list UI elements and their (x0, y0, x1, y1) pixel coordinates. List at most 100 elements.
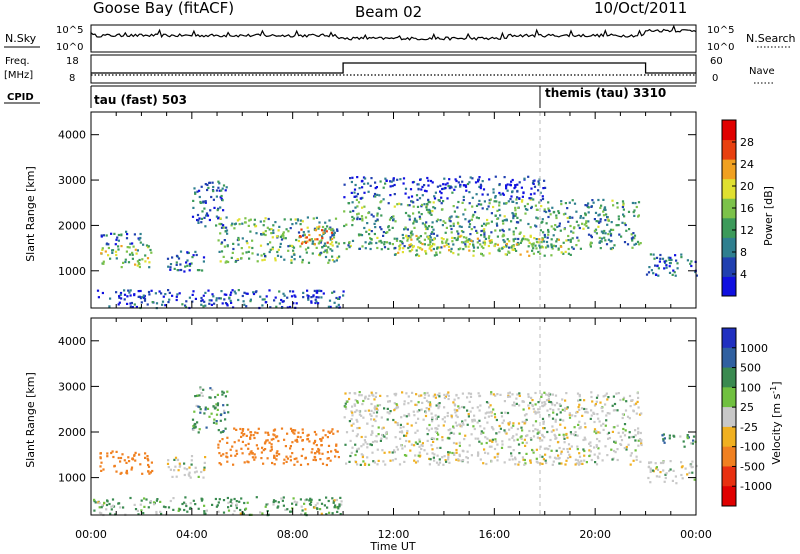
power-echo-cell (176, 293, 179, 296)
velocity-echo-cell (668, 469, 671, 473)
velocity-echo-cell (246, 501, 249, 504)
power-echo-cell (634, 202, 637, 205)
power-echo-cell (175, 295, 178, 298)
power-echo-cell (356, 216, 359, 219)
velocity-echo-cell (169, 468, 172, 471)
velocity-echo-cell (583, 454, 586, 457)
velocity-echo-cell (296, 501, 299, 504)
velocity-echo-cell (632, 459, 635, 462)
power-echo-cell (398, 202, 401, 205)
power-echo-cell (171, 294, 174, 297)
velocity-echo-cell (640, 441, 643, 444)
velocity-echo-cell (338, 503, 341, 506)
velocity-echo-cell (385, 437, 388, 440)
power-echo-cell (343, 242, 346, 245)
power-echo-cell (458, 175, 462, 178)
power-echo-cell (162, 295, 165, 298)
power-echo-cell (439, 251, 442, 254)
power-echo-cell (361, 196, 364, 199)
velocity-echo-cell (393, 451, 396, 454)
velocity-echo-cell (575, 411, 578, 414)
power-echo-cell (220, 226, 224, 229)
velocity-echo-cell (354, 461, 358, 464)
velocity-echo-cell (485, 462, 488, 466)
power-echo-cell (105, 242, 109, 245)
velocity-echo-cell (577, 463, 581, 466)
velocity-echo-cell (356, 420, 359, 423)
velocity-echo-cell (529, 437, 532, 440)
velocity-echo-cell (460, 425, 463, 428)
velocity-echo-cell (395, 406, 398, 409)
power-echo-cell (535, 240, 539, 244)
power-echo-cell (321, 229, 324, 232)
velocity-echo-cell (601, 459, 604, 462)
power-echo-cell (449, 220, 452, 223)
power-echo-cell (131, 257, 134, 260)
power-echo-cell (198, 189, 201, 192)
power-echo-cell (141, 258, 144, 261)
power-echo-cell (318, 225, 321, 228)
power-echo-cell (514, 185, 517, 188)
velocity-echo-cell (197, 507, 200, 510)
power-echo-cell (532, 182, 535, 185)
velocity-echo-cell (167, 459, 170, 462)
power-echo-cell (423, 203, 426, 206)
power-echo-cell (248, 219, 251, 222)
power-echo-cell (602, 198, 605, 201)
velocity-echo-cell (256, 447, 260, 450)
power-echo-cell (523, 177, 526, 180)
power-echo-cell (175, 254, 179, 257)
velocity-echo-cell (560, 452, 563, 455)
power-echo-cell (527, 175, 530, 178)
power-echo-cell (434, 191, 437, 194)
power-echo-cell (223, 245, 226, 248)
power-echo-cell (117, 245, 120, 248)
power-echo-cell (234, 292, 237, 295)
power-echo-cell (470, 239, 473, 242)
velocity-echo-cell (412, 410, 415, 413)
velocity-echo-cell (495, 418, 498, 422)
power-echo-cell (439, 219, 442, 222)
power-echo-cell (252, 292, 256, 296)
power-echo-cell (424, 232, 427, 235)
velocity-echo-cell (316, 507, 319, 510)
power-echo-cell (355, 198, 358, 201)
velocity-echo-cell (520, 437, 523, 440)
x-axis-label: Time UT (369, 540, 415, 553)
velocity-echo-cell (197, 405, 200, 408)
power-echo-cell (477, 178, 480, 181)
velocity-echo-cell (499, 393, 502, 396)
velocity-echo-cell (466, 450, 469, 453)
power-echo-cell (394, 220, 397, 223)
power-echo-cell (299, 255, 302, 258)
velocity-echo-cell (537, 401, 540, 404)
velocity-echo-cell (662, 460, 665, 463)
velocity-echo-cell (471, 418, 474, 422)
velocity-echo-cell (93, 498, 96, 501)
velocity-echo-cell (631, 399, 634, 402)
velocity-echo-cell (596, 413, 599, 416)
power-echo-cell (281, 300, 284, 303)
velocity-echo-cell (535, 448, 538, 451)
velocity-echo-cell (689, 442, 693, 445)
velocity-echo-cell (270, 445, 273, 449)
velocity-echo-cell (119, 456, 123, 460)
power-echo-cell (564, 202, 567, 205)
power-echo-cell (452, 205, 455, 208)
power-echo-cell (519, 253, 522, 256)
power-echo-cell (467, 245, 470, 248)
velocity-echo-cell (198, 394, 201, 397)
velocity-echo-cell (276, 450, 279, 453)
velocity-echo-cell (569, 431, 572, 434)
velocity-echo-cell (536, 461, 539, 464)
velocity-echo-cell (214, 396, 217, 399)
velocity-echo-cell (493, 447, 497, 451)
velocity-echo-cell (551, 393, 554, 396)
velocity-echo-cell (226, 496, 229, 500)
power-echo-cell (417, 183, 420, 186)
power-echo-cell (487, 244, 490, 248)
velocity-echo-cell (119, 506, 122, 509)
velocity-echo-cell (669, 460, 672, 463)
power-echo-cell (407, 235, 410, 238)
velocity-echo-cell (568, 412, 571, 415)
